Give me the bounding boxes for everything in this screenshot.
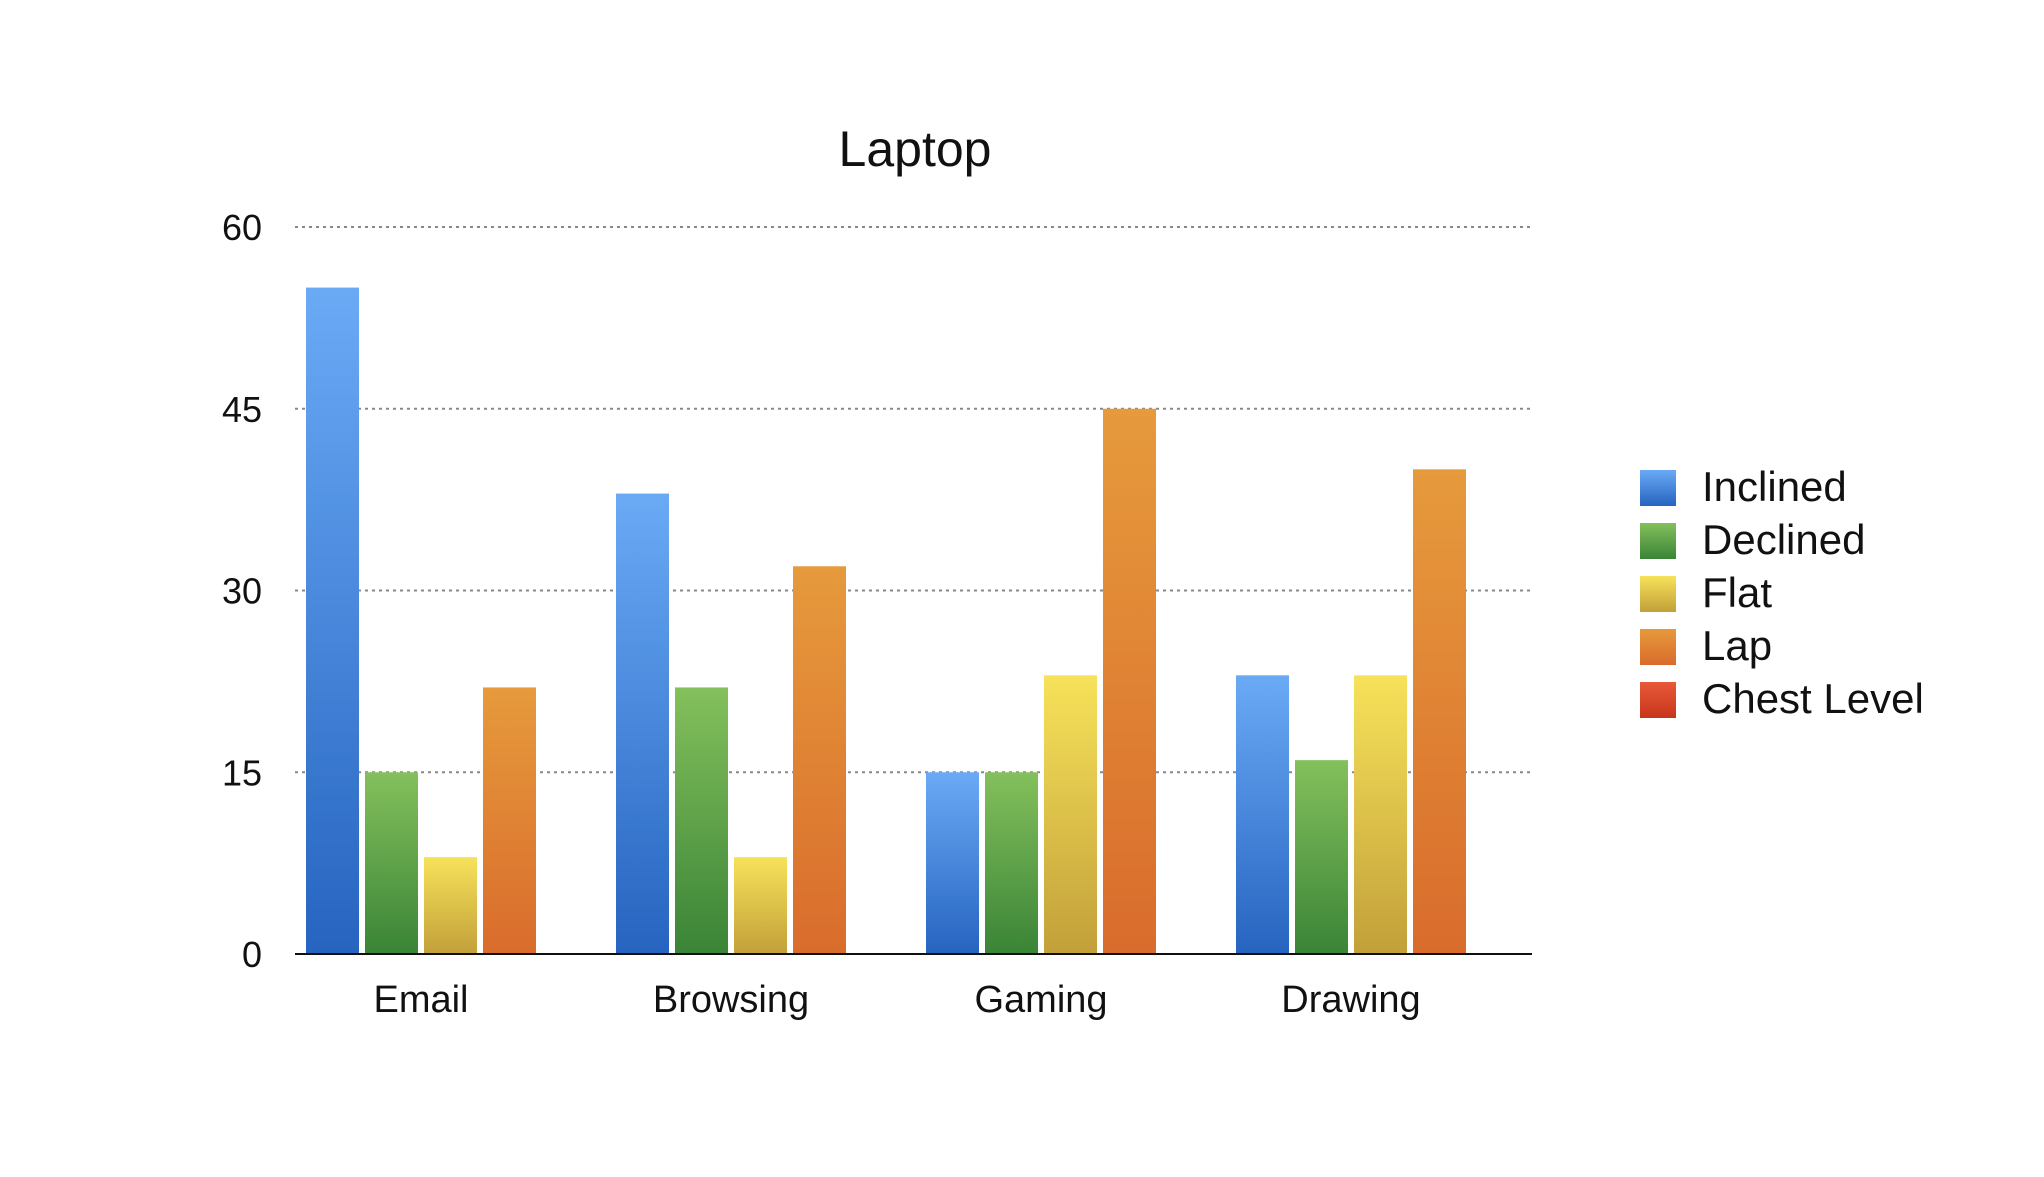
legend: Inclined Declined Flat Lap Chest Level [1640,463,1924,722]
legend-label: Chest Level [1702,675,1924,722]
y-tick-label: 45 [222,389,262,430]
bar-declined-browsing [675,687,728,954]
bar-inclined-drawing [1236,675,1289,954]
bars [306,287,1466,954]
bar-flat-gaming [1044,675,1097,954]
bar-inclined-browsing [616,493,669,954]
legend-label: Lap [1702,622,1772,669]
gridlines [295,226,1532,774]
x-tick-label: Browsing [653,979,809,1021]
x-tick-label: Email [373,979,468,1021]
chart-title: Laptop [839,121,992,177]
y-tick-label: 30 [222,571,262,612]
bar-flat-browsing [734,857,787,954]
legend-label: Declined [1702,516,1865,563]
legend-label: Flat [1702,569,1772,616]
bar-declined-gaming [985,772,1038,954]
bar-lap-email [483,687,536,954]
bar-lap-drawing [1413,469,1466,954]
legend-swatch [1640,682,1676,718]
x-tick-label: Drawing [1281,979,1420,1021]
bar-flat-drawing [1354,675,1407,954]
legend-swatch [1640,629,1676,665]
axes: 0 15 30 45 60 Email Browsing Gaming Drawing [222,207,1532,1021]
legend-label: Inclined [1702,463,1847,510]
bar-flat-email [424,857,477,954]
bar-declined-drawing [1295,760,1348,954]
x-tick-label: Gaming [974,979,1107,1021]
y-tick-label: 0 [242,934,262,975]
bar-lap-browsing [793,566,846,954]
bar-inclined-gaming [926,772,979,954]
bar-lap-gaming [1103,408,1156,954]
legend-swatch [1640,576,1676,612]
bar-inclined-email [306,287,359,954]
legend-swatch [1640,523,1676,559]
legend-swatch [1640,470,1676,506]
bar-declined-email [365,772,418,954]
y-tick-label: 60 [222,207,262,248]
y-tick-label: 15 [222,752,262,793]
